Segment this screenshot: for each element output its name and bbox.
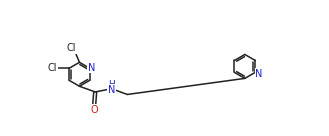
Text: Cl: Cl <box>66 43 76 53</box>
Text: H: H <box>108 80 115 89</box>
Text: N: N <box>255 69 263 79</box>
Text: N: N <box>108 85 115 95</box>
Text: N: N <box>88 63 95 73</box>
Text: O: O <box>90 105 98 115</box>
Text: Cl: Cl <box>48 63 58 73</box>
